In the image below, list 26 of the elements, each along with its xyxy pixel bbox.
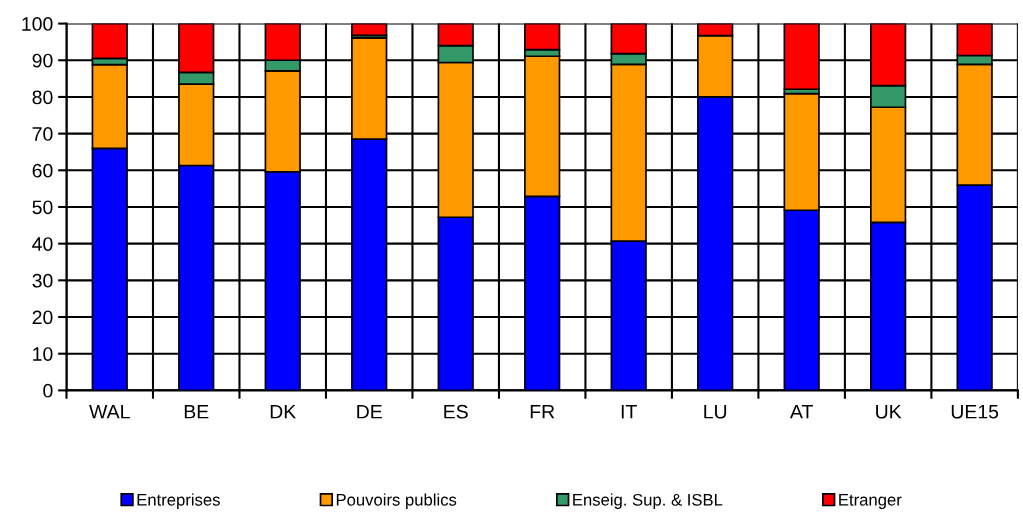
y-tick-label: 70 (32, 127, 53, 141)
x-tick-label: AT (789, 404, 813, 419)
y-tick-label: 40 (32, 237, 53, 251)
y-tick-label: 30 (32, 273, 53, 288)
x-tick-label: LU (704, 404, 727, 419)
y-tick-label: 50 (32, 200, 53, 215)
legend-label: Entreprises (137, 493, 220, 509)
legend-label: Etranger (839, 494, 902, 509)
x-tick-label: DE (357, 404, 382, 419)
x-tick-label: BE (184, 404, 209, 419)
legend-label: Pouvoirs publics (336, 493, 457, 509)
x-tick-label: IT (621, 404, 637, 419)
x-tick-label: ES (444, 404, 468, 419)
y-tick-label: 20 (32, 310, 53, 325)
legend-label: Enseig. Sup. & ISBL (573, 493, 723, 509)
x-tick-label: WAL (89, 404, 130, 419)
x-tick-label: DK (270, 404, 297, 419)
y-tick-label: 90 (32, 53, 53, 68)
x-tick-label: UK (876, 404, 902, 419)
y-tick-label: 0 (43, 383, 53, 398)
y-tick-label: 100 (22, 17, 53, 31)
x-tick-label: FR (530, 404, 555, 419)
y-tick-label: 10 (33, 347, 53, 361)
x-tick-label: UE15 (951, 404, 999, 419)
y-tick-label: 80 (32, 90, 53, 105)
y-tick-label: 60 (32, 163, 53, 178)
